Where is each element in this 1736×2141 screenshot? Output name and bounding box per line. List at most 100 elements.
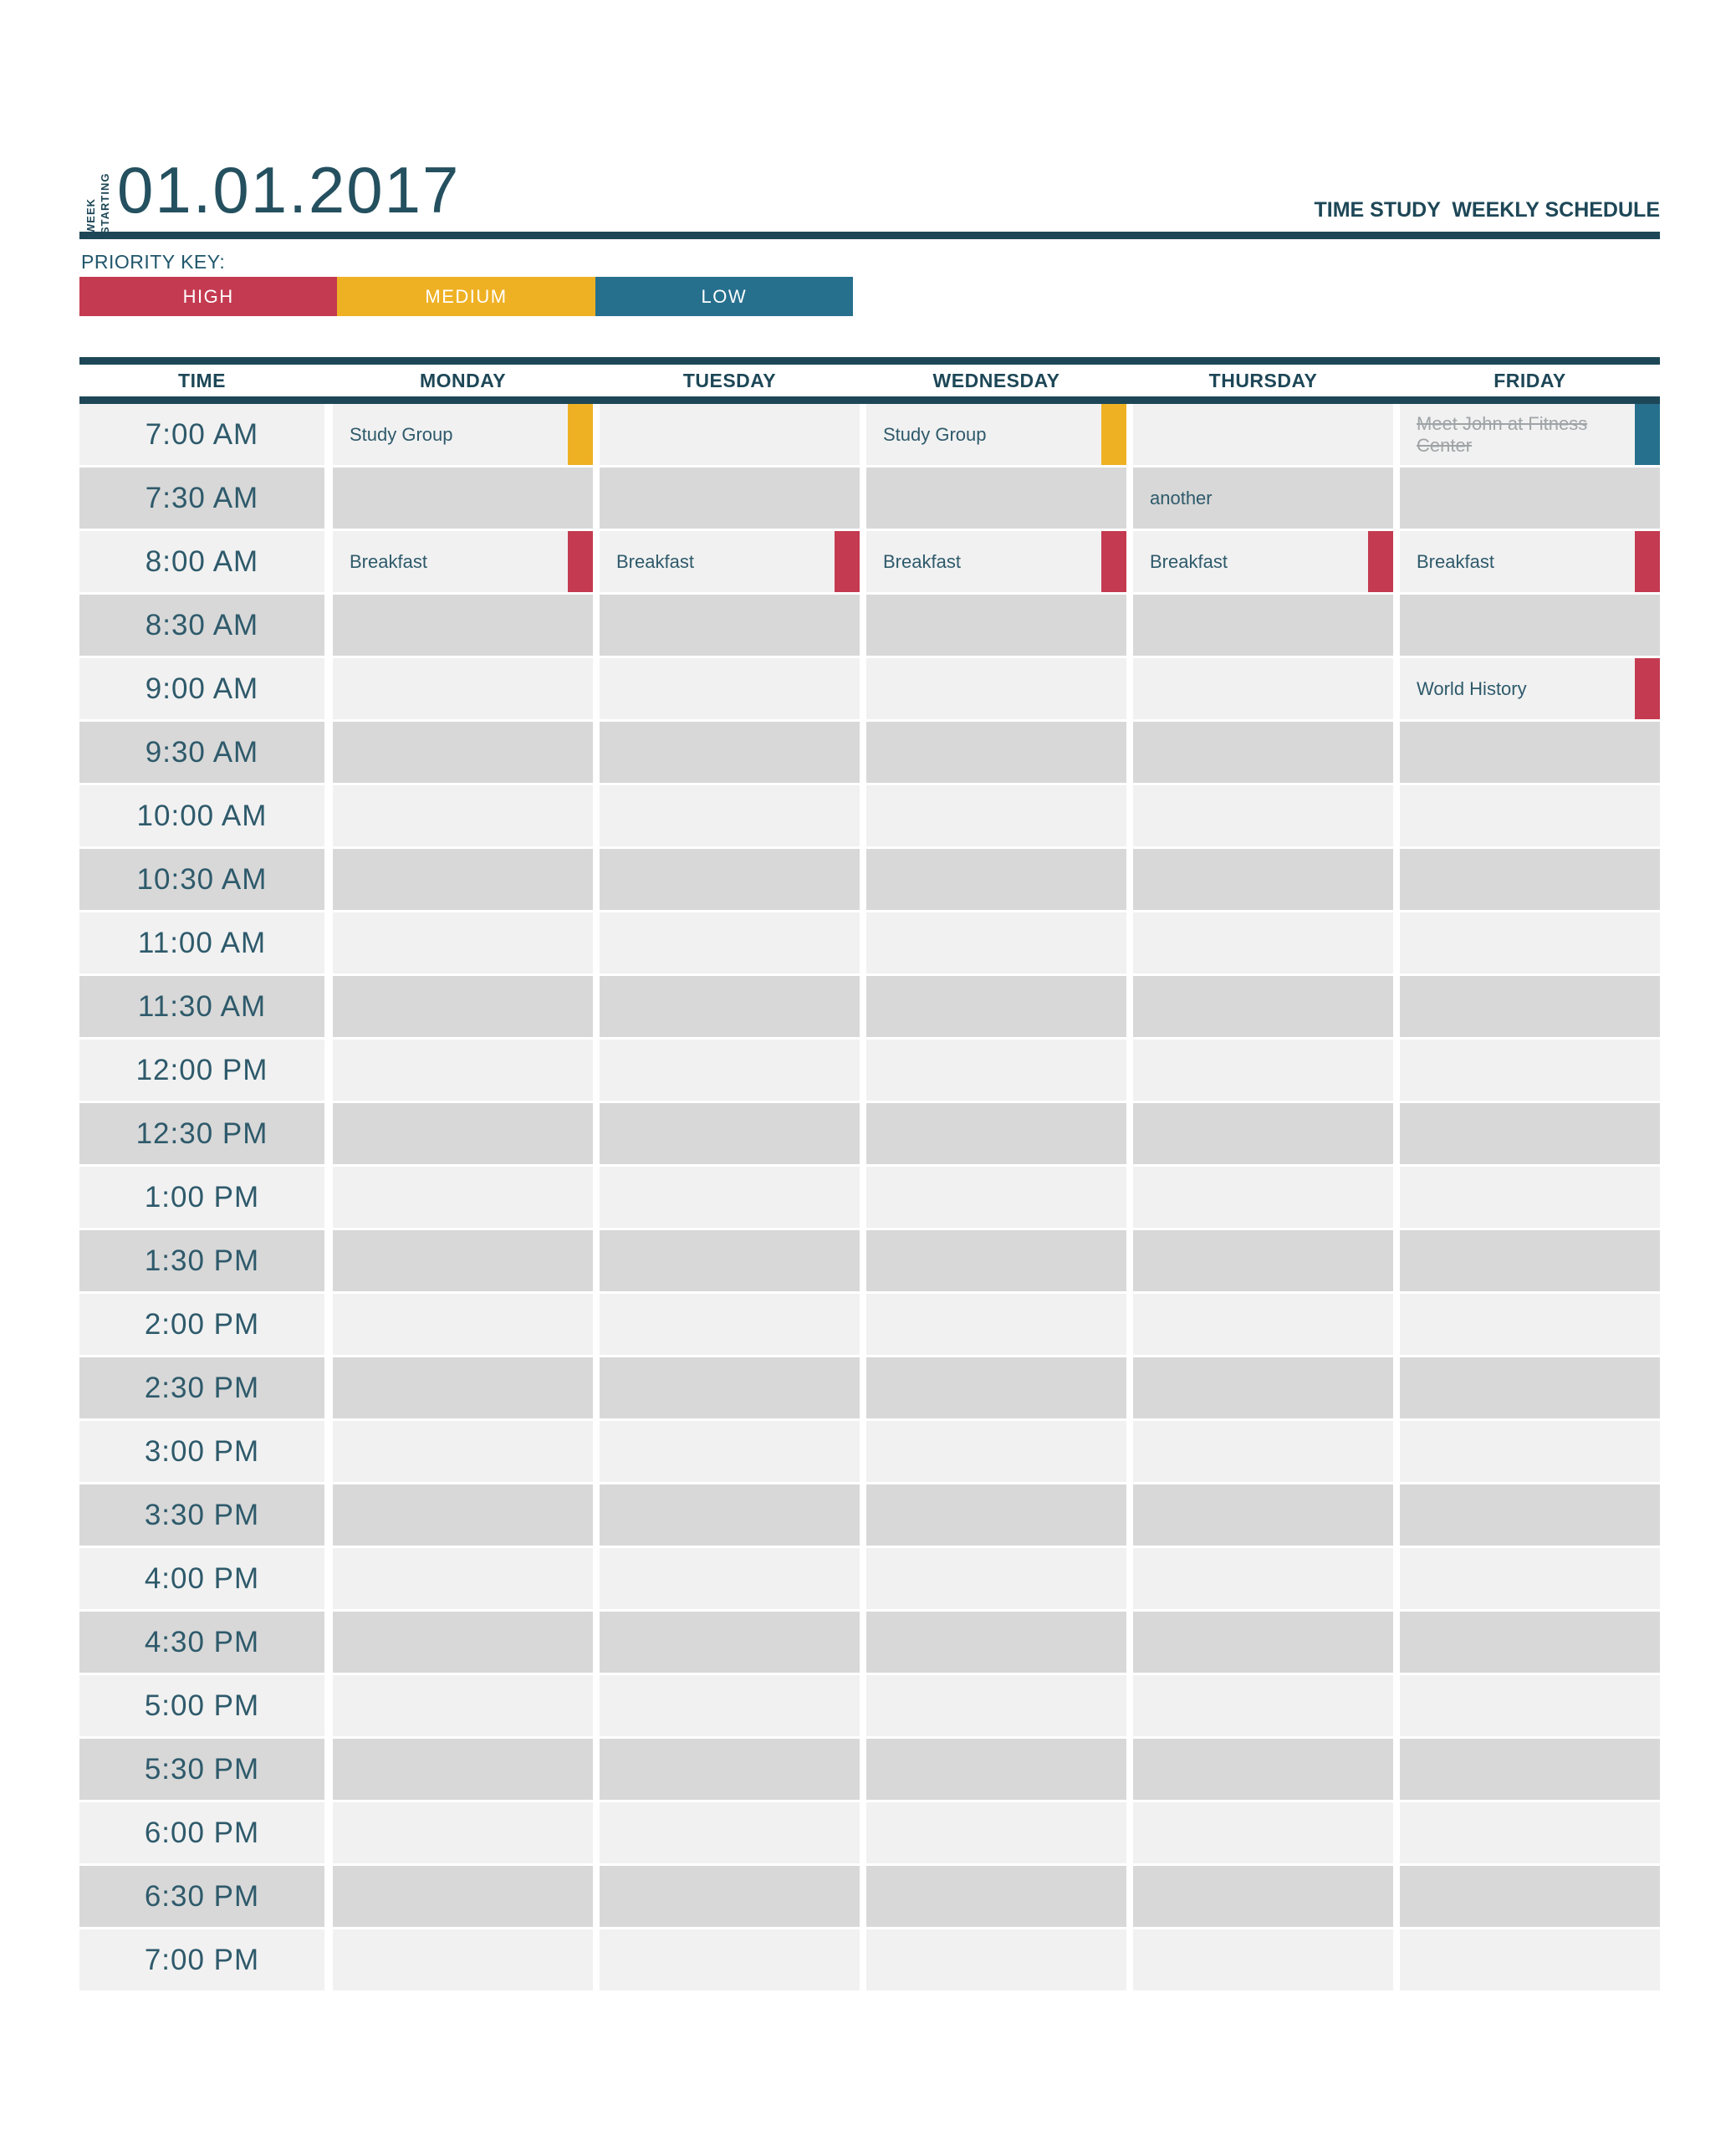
schedule-cell-thursday-700pm[interactable] [1133,1929,1393,1990]
schedule-cell-thursday-930am[interactable] [1133,722,1393,783]
schedule-cell-thursday-500pm[interactable] [1133,1675,1393,1736]
schedule-cell-friday-1100am[interactable] [1400,912,1660,973]
schedule-cell-friday-930am[interactable] [1400,722,1660,783]
schedule-cell-wednesday-130pm[interactable] [866,1230,1126,1291]
schedule-cell-monday-900am[interactable] [333,658,593,719]
schedule-cell-thursday-730am[interactable]: another [1133,468,1393,529]
week-starting-date[interactable]: 01.01.2017 [117,153,461,227]
schedule-cell-friday-530pm[interactable] [1400,1739,1660,1800]
schedule-cell-monday-600pm[interactable] [333,1802,593,1863]
schedule-cell-wednesday-730am[interactable] [866,468,1126,529]
schedule-cell-friday-730am[interactable] [1400,468,1660,529]
schedule-cell-wednesday-230pm[interactable] [866,1357,1126,1418]
schedule-cell-friday-400pm[interactable] [1400,1548,1660,1609]
schedule-cell-thursday-200pm[interactable] [1133,1294,1393,1355]
schedule-cell-tuesday-730am[interactable] [600,468,860,529]
schedule-cell-friday-100pm[interactable] [1400,1167,1660,1228]
schedule-cell-tuesday-700pm[interactable] [600,1929,860,1990]
schedule-cell-tuesday-200pm[interactable] [600,1294,860,1355]
schedule-cell-monday-500pm[interactable] [333,1675,593,1736]
schedule-cell-monday-130pm[interactable] [333,1230,593,1291]
schedule-cell-friday-800am[interactable]: Breakfast [1400,531,1660,592]
schedule-cell-tuesday-130pm[interactable] [600,1230,860,1291]
schedule-cell-tuesday-800am[interactable]: Breakfast [600,531,860,592]
schedule-cell-monday-1030am[interactable] [333,849,593,910]
schedule-cell-friday-1230pm[interactable] [1400,1103,1660,1164]
schedule-cell-wednesday-600pm[interactable] [866,1802,1126,1863]
schedule-cell-tuesday-400pm[interactable] [600,1548,860,1609]
schedule-cell-thursday-800am[interactable]: Breakfast [1133,531,1393,592]
schedule-cell-monday-800am[interactable]: Breakfast [333,531,593,592]
schedule-cell-tuesday-700am[interactable] [600,404,860,465]
schedule-cell-monday-630pm[interactable] [333,1866,593,1927]
schedule-cell-monday-530pm[interactable] [333,1739,593,1800]
schedule-cell-tuesday-1130am[interactable] [600,976,860,1037]
schedule-cell-friday-700am[interactable]: Meet John at Fitness Center [1400,404,1660,465]
schedule-cell-tuesday-1100am[interactable] [600,912,860,973]
schedule-cell-monday-400pm[interactable] [333,1548,593,1609]
schedule-cell-friday-300pm[interactable] [1400,1421,1660,1482]
schedule-cell-wednesday-700am[interactable]: Study Group [866,404,1126,465]
schedule-cell-thursday-700am[interactable] [1133,404,1393,465]
schedule-cell-thursday-100pm[interactable] [1133,1167,1393,1228]
schedule-cell-wednesday-1000am[interactable] [866,785,1126,846]
schedule-cell-wednesday-430pm[interactable] [866,1612,1126,1673]
schedule-cell-tuesday-900am[interactable] [600,658,860,719]
schedule-cell-wednesday-1200pm[interactable] [866,1040,1126,1101]
schedule-cell-wednesday-100pm[interactable] [866,1167,1126,1228]
schedule-cell-monday-430pm[interactable] [333,1612,593,1673]
schedule-cell-thursday-830am[interactable] [1133,595,1393,656]
schedule-cell-friday-130pm[interactable] [1400,1230,1660,1291]
schedule-cell-thursday-1100am[interactable] [1133,912,1393,973]
schedule-cell-wednesday-700pm[interactable] [866,1929,1126,1990]
schedule-cell-monday-200pm[interactable] [333,1294,593,1355]
schedule-cell-thursday-530pm[interactable] [1133,1739,1393,1800]
schedule-cell-wednesday-1230pm[interactable] [866,1103,1126,1164]
schedule-cell-friday-230pm[interactable] [1400,1357,1660,1418]
schedule-cell-wednesday-530pm[interactable] [866,1739,1126,1800]
schedule-cell-thursday-230pm[interactable] [1133,1357,1393,1418]
schedule-cell-friday-330pm[interactable] [1400,1484,1660,1546]
schedule-cell-thursday-430pm[interactable] [1133,1612,1393,1673]
schedule-cell-tuesday-930am[interactable] [600,722,860,783]
schedule-cell-monday-300pm[interactable] [333,1421,593,1482]
schedule-cell-monday-230pm[interactable] [333,1357,593,1418]
schedule-cell-monday-100pm[interactable] [333,1167,593,1228]
schedule-cell-monday-330pm[interactable] [333,1484,593,1546]
schedule-cell-friday-430pm[interactable] [1400,1612,1660,1673]
schedule-cell-friday-900am[interactable]: World History [1400,658,1660,719]
schedule-cell-friday-500pm[interactable] [1400,1675,1660,1736]
schedule-cell-thursday-1000am[interactable] [1133,785,1393,846]
schedule-cell-thursday-600pm[interactable] [1133,1802,1393,1863]
schedule-cell-monday-1230pm[interactable] [333,1103,593,1164]
schedule-cell-wednesday-330pm[interactable] [866,1484,1126,1546]
schedule-cell-wednesday-800am[interactable]: Breakfast [866,531,1126,592]
schedule-cell-tuesday-1230pm[interactable] [600,1103,860,1164]
schedule-cell-tuesday-1000am[interactable] [600,785,860,846]
schedule-cell-thursday-1200pm[interactable] [1133,1040,1393,1101]
schedule-cell-thursday-1230pm[interactable] [1133,1103,1393,1164]
schedule-cell-thursday-130pm[interactable] [1133,1230,1393,1291]
schedule-cell-monday-1130am[interactable] [333,976,593,1037]
schedule-cell-monday-1200pm[interactable] [333,1040,593,1101]
schedule-cell-friday-1200pm[interactable] [1400,1040,1660,1101]
schedule-cell-thursday-300pm[interactable] [1133,1421,1393,1482]
schedule-cell-friday-1030am[interactable] [1400,849,1660,910]
schedule-cell-wednesday-1030am[interactable] [866,849,1126,910]
schedule-cell-monday-730am[interactable] [333,468,593,529]
schedule-cell-wednesday-830am[interactable] [866,595,1126,656]
schedule-cell-friday-630pm[interactable] [1400,1866,1660,1927]
schedule-cell-wednesday-630pm[interactable] [866,1866,1126,1927]
schedule-cell-tuesday-330pm[interactable] [600,1484,860,1546]
schedule-cell-friday-1130am[interactable] [1400,976,1660,1037]
schedule-cell-friday-1000am[interactable] [1400,785,1660,846]
schedule-cell-tuesday-530pm[interactable] [600,1739,860,1800]
schedule-cell-wednesday-300pm[interactable] [866,1421,1126,1482]
schedule-cell-tuesday-100pm[interactable] [600,1167,860,1228]
schedule-cell-monday-830am[interactable] [333,595,593,656]
schedule-cell-thursday-330pm[interactable] [1133,1484,1393,1546]
schedule-cell-thursday-400pm[interactable] [1133,1548,1393,1609]
schedule-cell-thursday-630pm[interactable] [1133,1866,1393,1927]
schedule-cell-wednesday-930am[interactable] [866,722,1126,783]
schedule-cell-thursday-900am[interactable] [1133,658,1393,719]
